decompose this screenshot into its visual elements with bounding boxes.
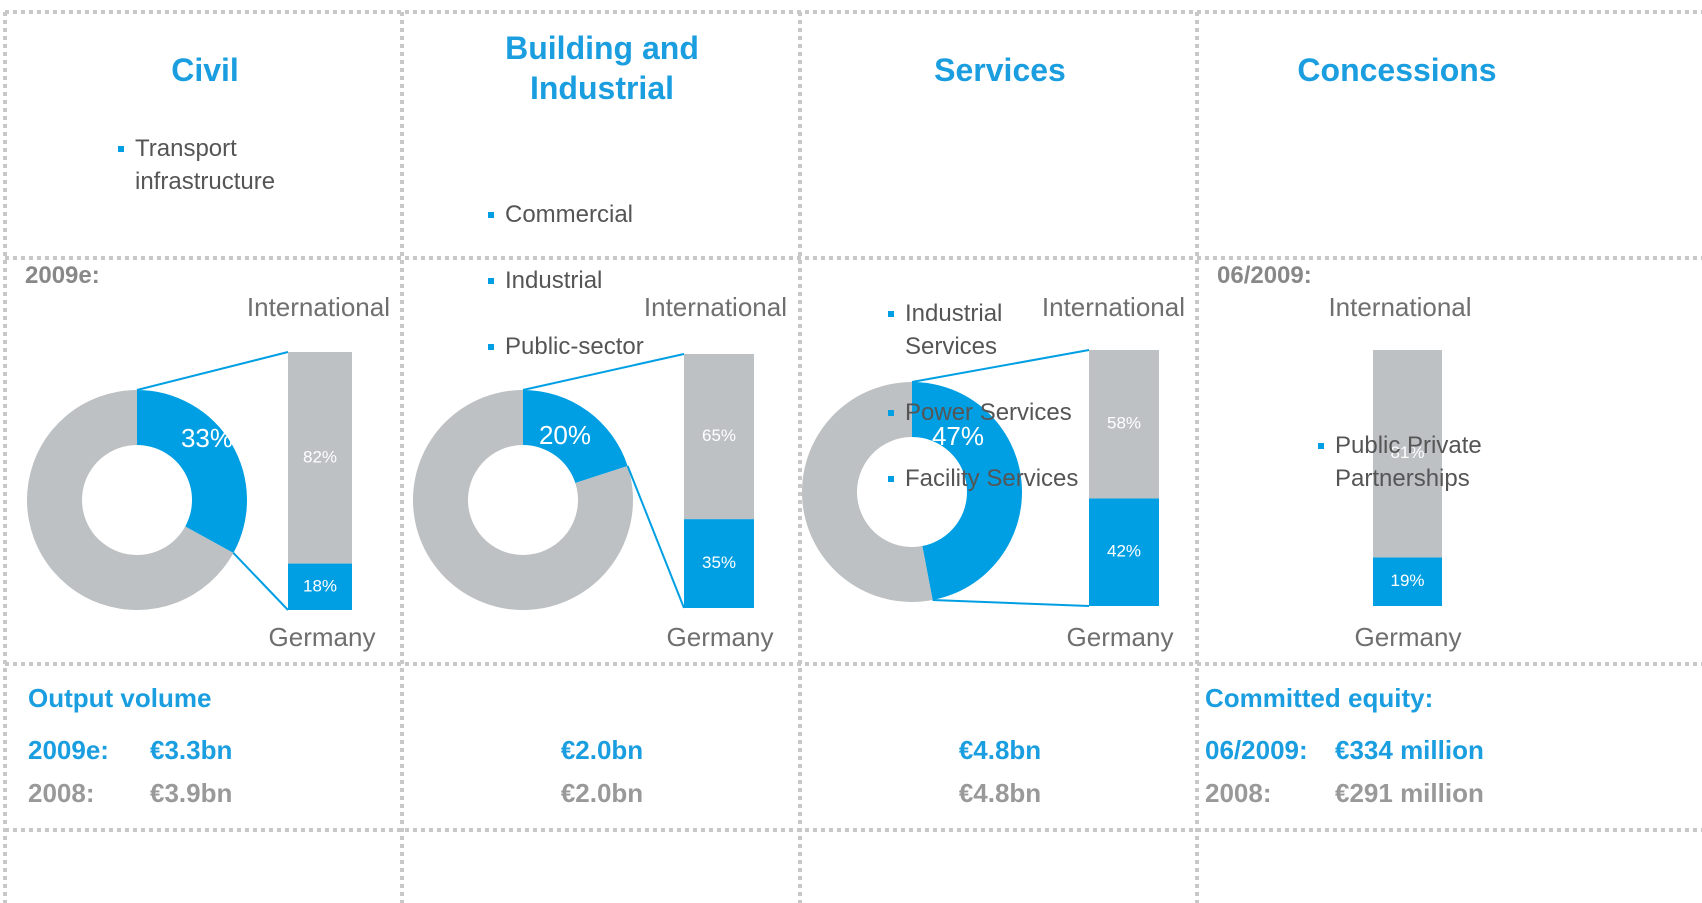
period-label: 06/2009:	[1217, 262, 1312, 289]
legend-label: Germany	[1067, 622, 1174, 652]
connector	[626, 465, 685, 609]
donut-label: 20%	[539, 420, 591, 450]
row-value: €3.3bn	[150, 735, 233, 765]
bar-label: 65%	[702, 426, 736, 445]
row-label: 2009e:	[28, 735, 109, 765]
bar-label: 35%	[702, 553, 736, 572]
bullet: Public-sector	[488, 330, 685, 363]
bar-segment	[288, 563, 352, 610]
column-title: Civil	[171, 52, 239, 88]
bar-label: 82%	[303, 447, 337, 466]
bar-label: 18%	[303, 576, 337, 595]
legend-label: International	[247, 292, 390, 322]
donut-segment	[412, 390, 634, 610]
donut-segment	[912, 382, 1022, 601]
bullet: Industrial	[488, 264, 685, 297]
connector	[911, 349, 1090, 383]
connector	[232, 552, 289, 611]
metric-label: Committed equity:	[1205, 683, 1434, 713]
bar-label: 19%	[1390, 571, 1424, 590]
donut-label: 47%	[932, 421, 984, 451]
donut-segment	[802, 382, 933, 602]
bullet: Public Private Partnerships	[1318, 429, 1515, 495]
legend-label: Germany	[667, 622, 774, 652]
row-value: €2.0bn	[560, 735, 644, 765]
donut-label: 33%	[181, 423, 233, 453]
row-label: 2008:	[28, 778, 95, 808]
row-label: 2008:	[1205, 778, 1272, 808]
bullet: Facility Services	[888, 462, 1085, 495]
column-title: Building and Industrial	[505, 30, 699, 106]
legend-label: Germany	[269, 622, 376, 652]
bullet: Industrial Services	[888, 297, 1085, 363]
bullet: Power Services	[888, 396, 1085, 429]
bar-segment	[1089, 498, 1159, 606]
legend-label: International	[1328, 292, 1471, 322]
donut-segment	[26, 389, 234, 610]
connector	[522, 353, 685, 391]
bar-label: 81%	[1390, 443, 1424, 462]
bar-label: 58%	[1107, 414, 1141, 433]
row-value: €4.8bn	[958, 735, 1042, 765]
bar-segment	[1089, 350, 1159, 499]
donut-segment	[137, 390, 248, 553]
legend-label: International	[644, 292, 787, 322]
row-value: €291 million	[1335, 778, 1484, 808]
bar-segment	[1373, 350, 1442, 558]
row-label: 06/2009:	[1205, 735, 1308, 765]
row-value: €4.8bn	[958, 778, 1042, 808]
connector	[136, 351, 289, 391]
bar-segment	[684, 354, 754, 520]
bar-label: 42%	[1107, 542, 1141, 561]
donut-segment	[523, 390, 628, 484]
legend-label: Germany	[1355, 622, 1462, 652]
row-value: €334 million	[1335, 735, 1484, 765]
row-value: €3.9bn	[150, 778, 233, 808]
period-label: 2009e:	[25, 262, 100, 289]
row-value: €2.0bn	[560, 778, 644, 808]
bar-segment	[684, 519, 754, 608]
column-title: Concessions	[1297, 52, 1497, 88]
bar-segment	[288, 352, 352, 564]
connector	[932, 599, 1090, 607]
metric-label: Output volume	[28, 683, 212, 713]
legend-label: International	[1042, 292, 1185, 322]
bullet: Transport infrastructure	[118, 132, 315, 198]
bullet: Commercial	[488, 198, 685, 231]
bar-segment	[1373, 557, 1442, 606]
column-title: Services	[934, 52, 1066, 88]
